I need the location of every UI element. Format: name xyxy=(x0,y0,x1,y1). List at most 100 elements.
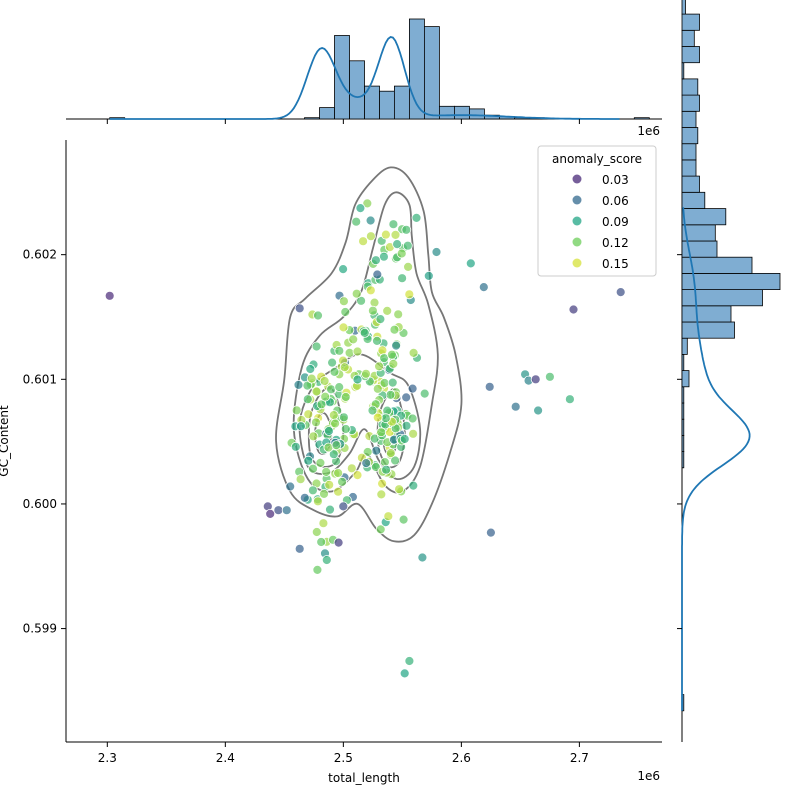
scatter-point xyxy=(365,231,376,242)
scatter-point xyxy=(367,305,378,316)
legend-frame xyxy=(537,145,657,277)
legend-marker xyxy=(572,258,582,268)
x-tick-label: 2.7 xyxy=(570,751,589,765)
scatter-point xyxy=(293,379,304,390)
scatter-point xyxy=(397,273,408,284)
scatter-point xyxy=(478,282,489,293)
scatter-point xyxy=(328,410,339,421)
y-tick-label: 0.601 xyxy=(23,372,57,386)
scatter-point xyxy=(358,236,369,247)
scatter-point xyxy=(407,383,418,394)
scatter-point xyxy=(399,668,410,679)
scatter-point xyxy=(324,479,335,490)
scatter-point xyxy=(359,327,370,338)
scatter-point xyxy=(307,485,318,496)
right-histogram xyxy=(681,0,781,712)
right-hist-bar xyxy=(681,272,781,290)
legend-marker xyxy=(572,216,582,226)
scatter-point xyxy=(393,309,404,320)
scatter-point xyxy=(374,361,385,372)
scatter-point xyxy=(331,440,342,451)
scatter-point xyxy=(306,373,317,384)
scatter-point xyxy=(398,514,409,525)
scatter-point xyxy=(295,474,306,485)
scatter-point xyxy=(388,219,399,230)
scatter-point xyxy=(351,288,362,299)
top-hist-bar xyxy=(393,85,410,120)
scatter-point xyxy=(419,388,430,399)
scatter-point xyxy=(311,386,322,397)
scatter-point xyxy=(378,251,389,262)
scatter-point xyxy=(352,346,363,357)
scatter-point xyxy=(348,334,359,345)
scatter-point xyxy=(565,394,575,405)
scatter-point xyxy=(334,345,345,356)
top-hist-bar xyxy=(468,108,485,120)
scatter-point xyxy=(402,240,413,251)
scatter-point xyxy=(391,340,402,351)
legend-label: 0.09 xyxy=(602,215,629,229)
x-offset-label-top: 1e6 xyxy=(637,124,660,138)
scatter-point xyxy=(319,376,330,386)
scatter-point xyxy=(390,229,401,240)
right-hist-bar xyxy=(681,94,700,112)
scatter-point xyxy=(351,216,362,227)
scatter-points xyxy=(104,198,626,679)
scatter-point xyxy=(333,468,344,478)
legend-title: anomaly_score xyxy=(552,152,642,166)
scatter-point xyxy=(465,258,476,269)
scatter-point xyxy=(485,527,496,538)
scatter-point xyxy=(370,462,381,472)
scatter-point xyxy=(312,565,323,575)
top-hist-bar xyxy=(438,105,455,120)
scatter-point xyxy=(367,405,378,416)
scatter-point xyxy=(340,392,351,402)
scatter-point xyxy=(321,555,332,565)
scatter-point xyxy=(396,248,407,259)
scatter-point xyxy=(408,428,419,439)
scatter-point xyxy=(352,470,363,481)
scatter-point xyxy=(408,347,419,358)
scatter-point xyxy=(330,418,341,429)
scatter-point xyxy=(340,307,351,317)
right-hist-bar xyxy=(681,110,697,128)
scatter-point xyxy=(385,448,396,459)
scatter-point xyxy=(315,457,326,468)
x-tick-label: 2.3 xyxy=(98,751,117,765)
scatter-point xyxy=(533,405,543,416)
scatter-point xyxy=(392,239,403,250)
legend-marker xyxy=(572,195,582,205)
scatter-point xyxy=(376,427,387,438)
scatter-point xyxy=(323,426,334,436)
top-hist-bar xyxy=(379,90,395,120)
scatter-point xyxy=(356,295,367,306)
scatter-point xyxy=(399,434,410,444)
scatter-point xyxy=(369,297,380,308)
scatter-point xyxy=(423,270,434,281)
scatter-point xyxy=(568,304,579,315)
scatter-point xyxy=(484,381,495,392)
scatter-point xyxy=(346,463,357,474)
scatter-point xyxy=(328,449,339,460)
right-hist-bar xyxy=(681,337,688,355)
x-axis-label: total_length xyxy=(328,771,400,785)
legend: anomaly_score 0.03 0.06 0.09 0.12 0.15 xyxy=(537,145,657,277)
scatter-point xyxy=(318,518,329,529)
scatter-point xyxy=(265,509,276,519)
scatter-point xyxy=(386,349,397,360)
scatter-point xyxy=(321,466,332,477)
top-hist-bar xyxy=(453,105,470,120)
scatter-point xyxy=(104,290,115,301)
scatter-point xyxy=(311,527,322,537)
scatter-point xyxy=(510,401,521,412)
scatter-point xyxy=(388,358,399,369)
scatter-point xyxy=(294,303,305,314)
scatter-point xyxy=(303,455,314,466)
scatter-point xyxy=(380,413,391,424)
right-hist-bar xyxy=(681,305,732,323)
x-tick-label: 2.6 xyxy=(452,751,471,765)
scatter-point xyxy=(390,455,401,466)
x-tick-label: 2.5 xyxy=(334,751,353,765)
scatter-point xyxy=(352,374,363,385)
